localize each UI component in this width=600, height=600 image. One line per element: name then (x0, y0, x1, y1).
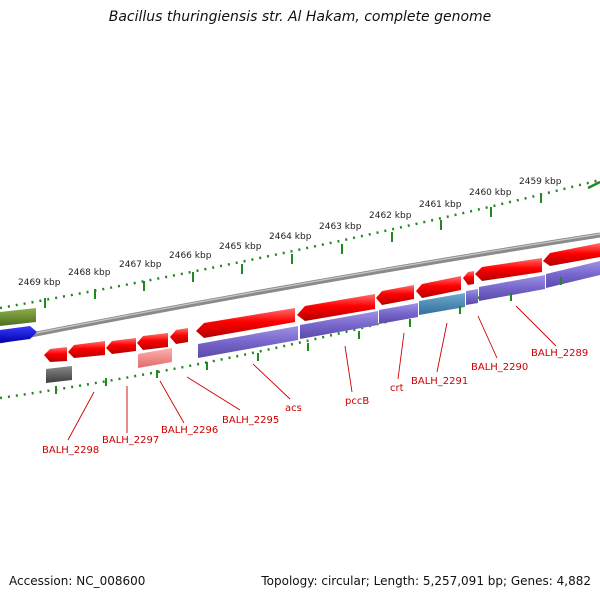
map-title: Bacillus thuringiensis str. Al Hakam, co… (108, 9, 492, 25)
inner-tick-marks (55, 277, 562, 394)
scale-label-2467: 2467 kbp (119, 260, 162, 270)
outer-tick-ring (0, 178, 600, 310)
gene-BALH_2290-forward (475, 258, 542, 281)
gene-pink-reverse (138, 348, 172, 368)
gene-label-BALH_2295: BALH_2295 (222, 415, 279, 426)
genome-backbone (0, 232, 600, 344)
gene-BALH_2290-reverse (479, 275, 545, 301)
gene-reverse-small (466, 289, 478, 305)
gene-label-acs: acs (285, 403, 302, 414)
accession-text: Accession: NC_008600 (9, 574, 146, 588)
gene-label-pccB: pccB (345, 396, 369, 407)
genome-backbone-highlight (0, 233, 600, 341)
outer-tick-marks (44, 193, 542, 308)
gene-label-crt: crt (390, 383, 404, 394)
gene-crt-forward (376, 285, 414, 305)
gene-green-edge (0, 308, 36, 326)
gene-label-BALH_2296: BALH_2296 (161, 425, 218, 436)
gene-label-BALH_2290: BALH_2290 (471, 362, 528, 373)
scale-label-2465: 2465 kbp (219, 242, 262, 252)
scale-label-2464: 2464 kbp (269, 232, 312, 242)
gene-acs-forward (196, 308, 295, 338)
gene-navy-edge (0, 326, 37, 343)
gene-BALH_2291-reverse (419, 293, 465, 315)
gene-BALH_2289-forward (543, 243, 600, 266)
gene-acs-reverse (198, 326, 298, 358)
scale-label-2462: 2462 kbp (369, 211, 412, 221)
gene-label-BALH_2298: BALH_2298 (42, 445, 99, 456)
gene-BALH_2291-forward (416, 276, 461, 298)
gene-BALH_2289-reverse (546, 261, 600, 288)
gene-forward (170, 328, 188, 344)
label-leader-lines (67, 305, 557, 441)
scale-label-2463: 2463 kbp (319, 222, 362, 232)
gene-forward-small (463, 271, 474, 285)
scale-label-2468: 2468 kbp (68, 268, 111, 278)
gene-label-BALH_2291: BALH_2291 (411, 376, 468, 387)
scale-label-2460: 2460 kbp (469, 188, 512, 198)
scale-label-2459: 2459 kbp (519, 177, 562, 187)
gene-forward (106, 338, 136, 354)
scale-label-2466: 2466 kbp (169, 251, 212, 261)
gene-forward (137, 333, 168, 350)
gene-pccB-forward (297, 294, 375, 321)
scale-label-2461: 2461 kbp (419, 200, 462, 210)
gene-dark-reverse (46, 366, 72, 383)
gene-crt-reverse (379, 303, 418, 324)
genome-summary-text: Topology: circular; Length: 5,257,091 bp… (261, 574, 591, 588)
scale-label-2469: 2469 kbp (18, 278, 61, 288)
gene-pccB-reverse (300, 311, 378, 339)
gene-forward (68, 341, 105, 358)
gene-label-BALH_2289: BALH_2289 (531, 348, 588, 359)
gene-label-BALH_2297: BALH_2297 (102, 435, 159, 446)
outer-arc-edge (587, 180, 600, 190)
gene-forward (44, 347, 67, 362)
